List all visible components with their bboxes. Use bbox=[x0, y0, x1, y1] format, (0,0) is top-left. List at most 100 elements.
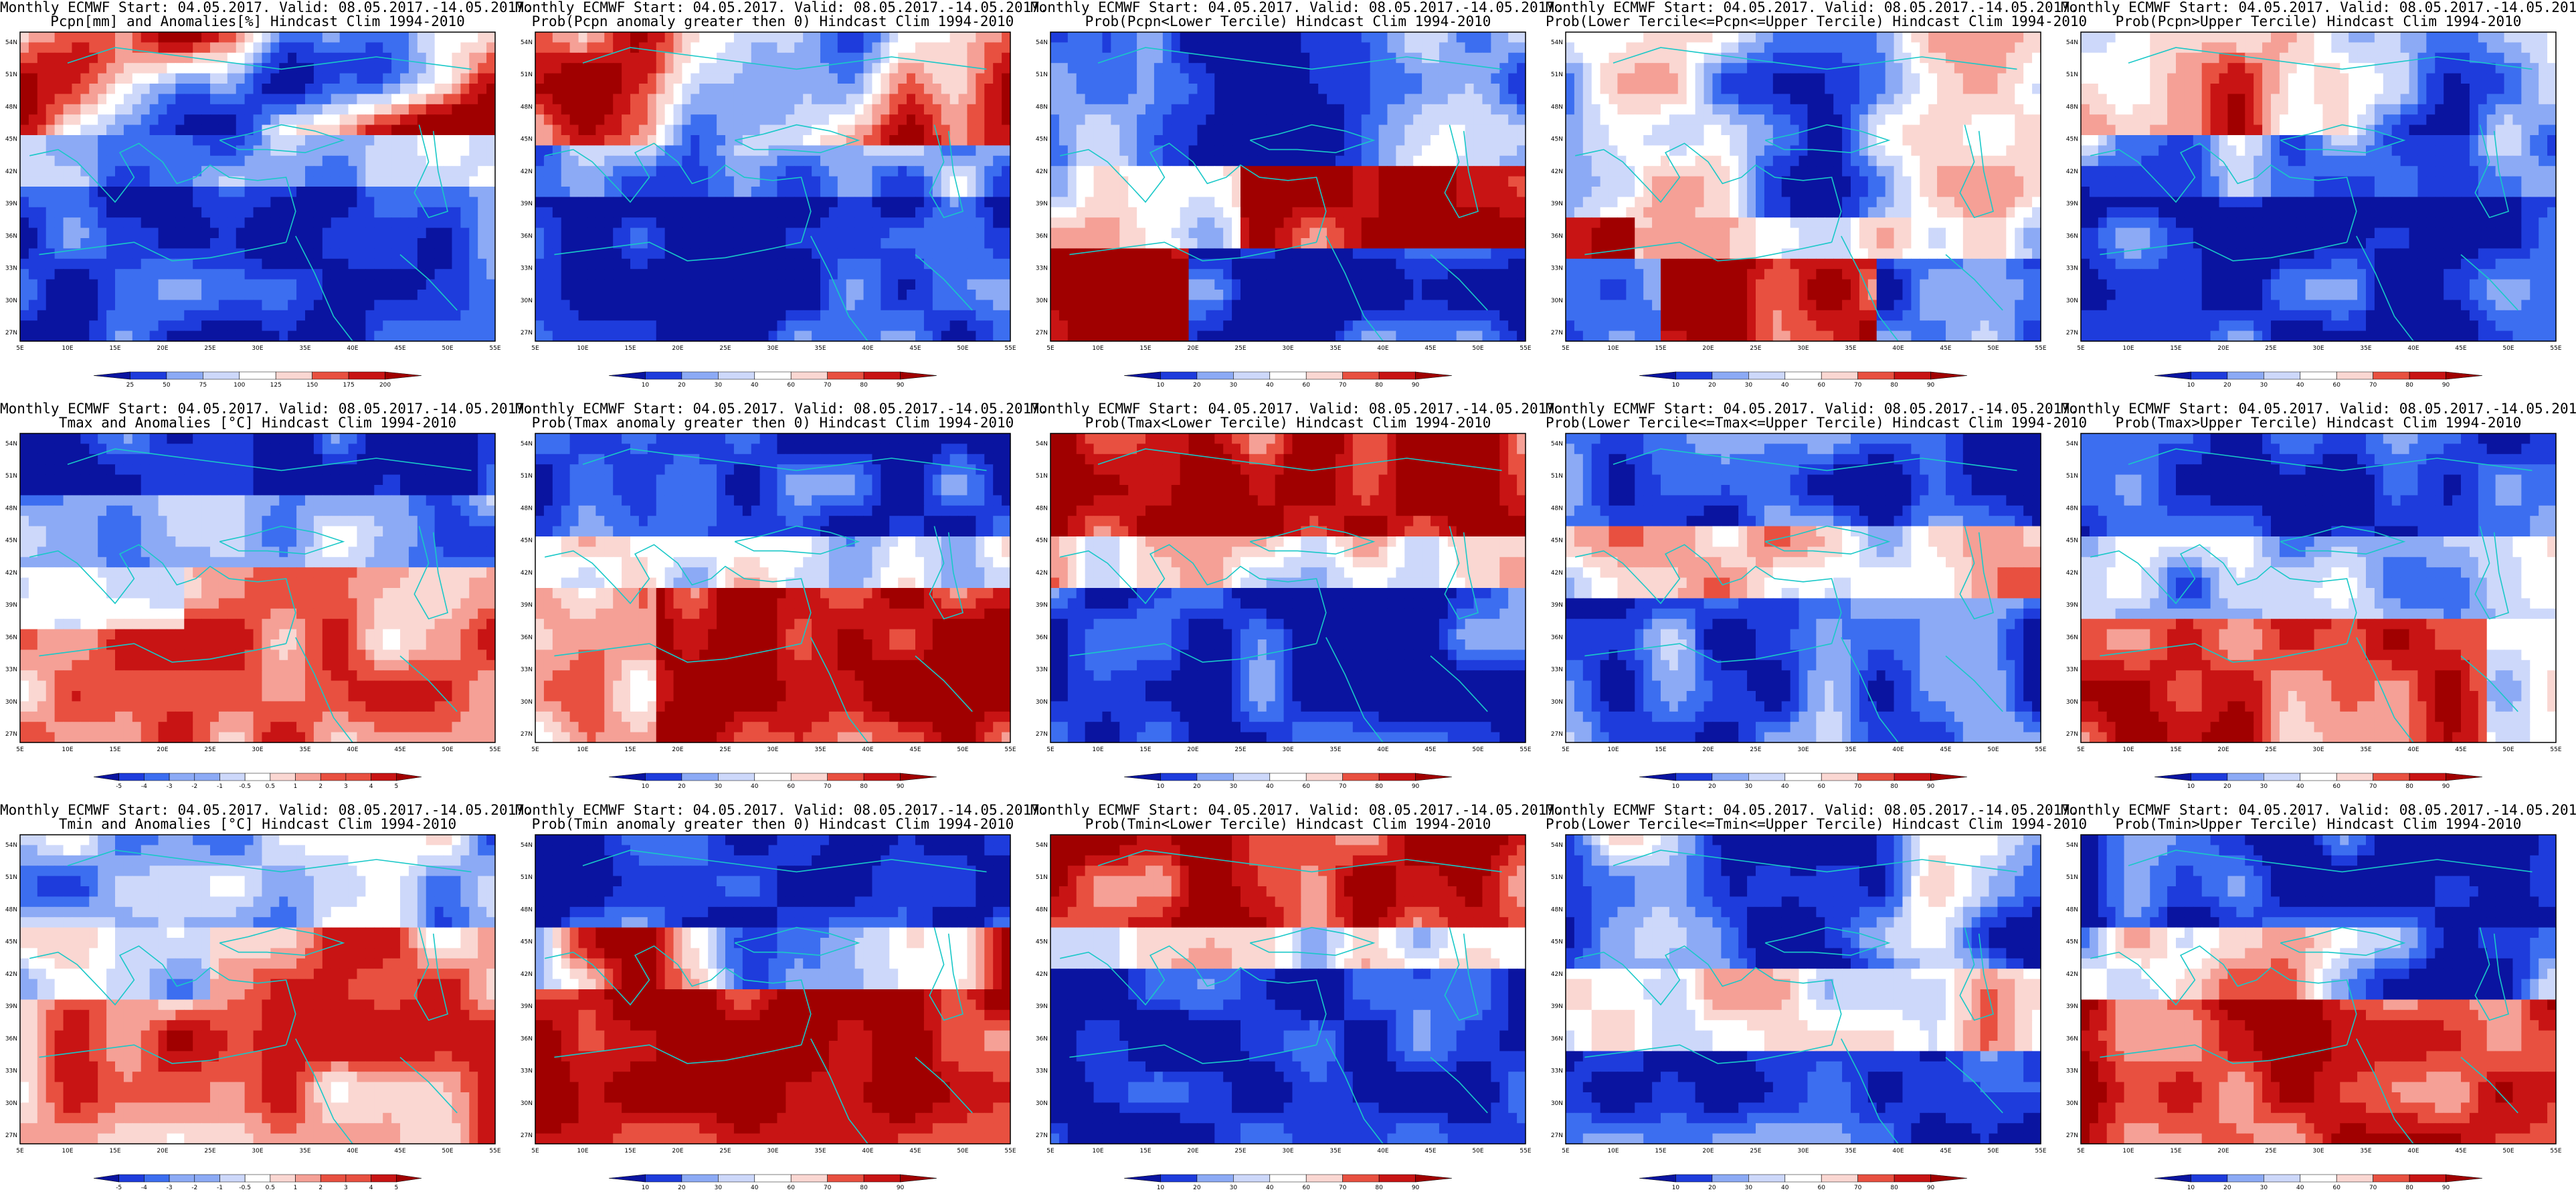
lat-label: 48N bbox=[521, 104, 533, 110]
lat-label: 36N bbox=[2066, 1035, 2078, 1042]
lat-label: 36N bbox=[521, 1035, 533, 1042]
coastlines bbox=[1575, 849, 2017, 1144]
colorbar-label: 10 bbox=[1672, 1185, 1680, 1191]
colorbar-label: 70 bbox=[1339, 1185, 1347, 1191]
lat-label: 51N bbox=[1551, 874, 1563, 881]
lon-label: 50E bbox=[2502, 345, 2514, 352]
coastlines bbox=[545, 47, 987, 342]
lat-label: 39N bbox=[521, 602, 533, 609]
field-shading bbox=[535, 32, 1011, 342]
panel-title-line1: Monthly ECMWF Start: 04.05.2017. Valid: … bbox=[1030, 0, 1564, 15]
colorbar-label: 30 bbox=[1745, 1185, 1753, 1191]
coastlines bbox=[29, 448, 472, 743]
lon-label: 55E bbox=[1520, 1148, 1531, 1155]
colorbar-label: 5 bbox=[394, 1185, 398, 1191]
lon-label: 40E bbox=[1377, 345, 1388, 352]
colorbar: 10 20 30 40 60 70 80 90 bbox=[608, 371, 937, 389]
lat-label: 51N bbox=[1551, 72, 1563, 78]
lat-label: 45N bbox=[1036, 939, 1048, 946]
panel-title-line2: Prob(Pcpn<Lower Tercile) Hindcast Clim 1… bbox=[1030, 14, 1546, 29]
lon-label: 50E bbox=[1472, 1148, 1483, 1155]
lat-label: 48N bbox=[1551, 104, 1563, 110]
lat-label: 42N bbox=[1036, 971, 1048, 978]
map-figure: 54N 51N 48N 45N 42N 39N 36N 33N 30N 27N 5E 10E 15E 20… bbox=[5, 31, 501, 389]
lon-label: 35E bbox=[2360, 1148, 2371, 1155]
lon-label: 30E bbox=[1797, 1148, 1809, 1155]
colorbar-label: 20 bbox=[678, 783, 686, 790]
field-shading bbox=[2081, 433, 2557, 743]
colorbar-label: 90 bbox=[897, 382, 905, 389]
lon-label: 5E bbox=[1046, 345, 1054, 352]
map-frame bbox=[19, 433, 496, 743]
lon-label: 25E bbox=[204, 1148, 215, 1155]
lat-label: 45N bbox=[2066, 939, 2078, 946]
lon-label: 20E bbox=[2217, 345, 2229, 352]
lon-label: 50E bbox=[957, 345, 968, 352]
lat-label: 45N bbox=[521, 939, 533, 946]
lat-label: 48N bbox=[2066, 906, 2078, 913]
colorbar-label: 30 bbox=[2260, 1185, 2268, 1191]
colorbar-label: 20 bbox=[1708, 783, 1716, 790]
map-frame bbox=[1565, 433, 2041, 743]
lat-label: 42N bbox=[1551, 570, 1563, 577]
lon-label: 10E bbox=[62, 746, 73, 753]
lat-label: 54N bbox=[5, 39, 17, 46]
lat-label: 42N bbox=[521, 169, 533, 175]
lon-label: 30E bbox=[767, 746, 778, 753]
colorbar-label: -2 bbox=[191, 1185, 197, 1191]
lon-label: 35E bbox=[299, 746, 310, 753]
lat-label: 54N bbox=[2066, 842, 2078, 849]
colorbar-label: 40 bbox=[751, 1185, 759, 1191]
lon-label: 55E bbox=[2035, 746, 2046, 753]
colorbar-label: 20 bbox=[1193, 382, 1201, 389]
lat-label: 36N bbox=[5, 1035, 17, 1042]
lat-label: 39N bbox=[5, 1003, 17, 1010]
colorbar-label: 80 bbox=[1375, 1185, 1383, 1191]
map-frame bbox=[1565, 834, 2041, 1144]
lat-label: 54N bbox=[2066, 441, 2078, 447]
lat-label: 36N bbox=[1036, 1035, 1048, 1042]
lon-label: 55E bbox=[2550, 746, 2561, 753]
map-panel-tmin-anomalies: Monthly ECMWF Start: 04.05.2017. Valid: … bbox=[0, 803, 533, 1204]
panel-title-line1: Monthly ECMWF Start: 04.05.2017. Valid: … bbox=[0, 401, 533, 417]
panel-title-line1: Monthly ECMWF Start: 04.05.2017. Valid: … bbox=[2061, 401, 2576, 417]
panel-title-line1: Monthly ECMWF Start: 04.05.2017. Valid: … bbox=[2061, 803, 2576, 818]
lon-label: 20E bbox=[157, 345, 168, 352]
colorbar-label: 40 bbox=[751, 382, 759, 389]
lat-label: 36N bbox=[5, 634, 17, 641]
lat-label: 27N bbox=[2066, 1132, 2078, 1139]
lat-label: 51N bbox=[2066, 72, 2078, 78]
lon-label: 45E bbox=[1940, 746, 1951, 753]
lon-label: 45E bbox=[1940, 345, 1951, 352]
map-frame bbox=[19, 31, 496, 342]
lat-label: 51N bbox=[521, 473, 533, 480]
lat-label: 48N bbox=[5, 505, 17, 512]
map-frame bbox=[2080, 31, 2557, 342]
lon-label: 10E bbox=[62, 1148, 73, 1155]
map-panel-prob-pcpn-middle-tercile: Monthly ECMWF Start: 04.05.2017. Valid: … bbox=[1546, 0, 2087, 401]
panel-title-line2: Prob(Lower Tercile<=Tmin<=Upper Tercile)… bbox=[1546, 817, 2087, 832]
lat-label: 33N bbox=[1036, 1068, 1048, 1075]
colorbar-label: 3 bbox=[344, 1185, 348, 1191]
lat-label: 39N bbox=[2066, 1003, 2078, 1010]
lon-label: 10E bbox=[62, 345, 73, 352]
colorbar-label: 70 bbox=[824, 783, 832, 790]
lon-label: 55E bbox=[489, 345, 500, 352]
coastlines bbox=[545, 849, 987, 1144]
field-shading bbox=[1566, 433, 2041, 743]
lon-label: 55E bbox=[2550, 1148, 2561, 1155]
lat-label: 39N bbox=[5, 201, 17, 207]
colorbar-label: 70 bbox=[1854, 1185, 1862, 1191]
lon-label: 15E bbox=[109, 746, 120, 753]
lat-label: 30N bbox=[5, 699, 17, 706]
lat-label: 39N bbox=[2066, 201, 2078, 207]
colorbar-label: -5 bbox=[116, 1185, 122, 1191]
lon-label: 45E bbox=[394, 1148, 405, 1155]
lon-label: 35E bbox=[814, 345, 826, 352]
colorbar-label: 50 bbox=[163, 382, 171, 389]
map-figure: 54N 51N 48N 45N 42N 39N 36N 33N 30N 27N 5E 10E 15E 20… bbox=[521, 433, 1016, 790]
lon-label: 25E bbox=[719, 746, 731, 753]
lon-label: 5E bbox=[2077, 345, 2085, 352]
colorbar-label: 70 bbox=[1854, 783, 1862, 790]
colorbar-label: 90 bbox=[2442, 1185, 2450, 1191]
